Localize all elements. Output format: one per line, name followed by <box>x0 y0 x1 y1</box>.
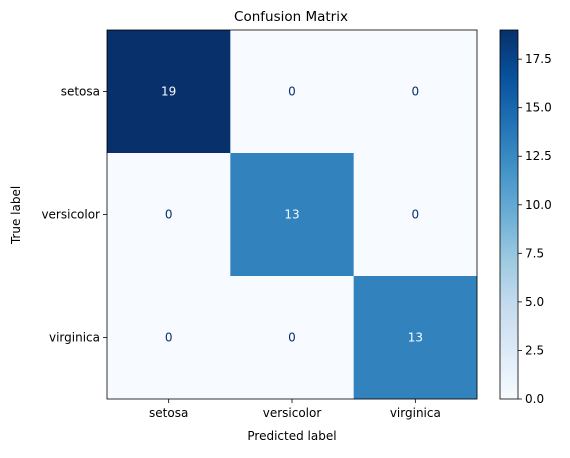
colorbar-tick-label: 7.5 <box>525 246 544 260</box>
y-axis-ticks: setosa versicolor virginica <box>41 85 107 345</box>
cell-value-label: 13 <box>284 208 299 222</box>
colorbar-tick-label: 10.0 <box>525 198 552 212</box>
y-tick-label: virginica <box>49 331 100 345</box>
cell-value-label: 0 <box>412 208 420 222</box>
heatmap-cell <box>107 30 231 154</box>
cell-value-label: 0 <box>412 85 420 99</box>
heatmap-cell <box>353 30 478 154</box>
heatmap-cell <box>230 30 354 154</box>
y-tick-label: versicolor <box>41 208 100 222</box>
heatmap-cell <box>230 276 354 400</box>
cell-value-label: 0 <box>288 85 296 99</box>
heatmap-cells <box>107 30 478 400</box>
colorbar-tick-label: 5.0 <box>525 295 544 309</box>
cell-value-label: 0 <box>165 331 173 345</box>
colorbar-tick-label: 15.0 <box>525 101 552 115</box>
colorbar-tick-label: 2.5 <box>525 343 544 357</box>
colorbar-tick-label: 17.5 <box>525 52 552 66</box>
x-tick-label: versicolor <box>263 406 322 420</box>
cell-value-label: 13 <box>408 331 423 345</box>
cell-value-label: 0 <box>165 208 173 222</box>
heatmap-cell <box>107 153 231 277</box>
cell-value-label: 0 <box>288 331 296 345</box>
heatmap-cell <box>353 276 478 400</box>
y-tick-label: setosa <box>61 85 100 99</box>
heatmap-cell <box>353 153 478 277</box>
x-tick-label: setosa <box>149 406 188 420</box>
colorbar-tick-label: 12.5 <box>525 149 552 163</box>
x-axis-ticks: setosa versicolor virginica <box>149 399 441 420</box>
cell-value-label: 19 <box>161 85 176 99</box>
colorbar-ticks: 0.0 2.5 5.0 7.5 10.0 12.5 15.0 17.5 <box>518 52 552 406</box>
x-tick-label: virginica <box>390 406 441 420</box>
x-axis-label: Predicted label <box>247 429 336 443</box>
colorbar <box>499 29 519 400</box>
chart-title: Confusion Matrix <box>234 9 348 25</box>
cell-value-labels: 19 0 0 0 13 0 0 0 13 <box>161 85 423 345</box>
y-axis-label: True label <box>9 186 23 245</box>
colorbar-tick-label: 0.0 <box>525 392 544 406</box>
heatmap-cell <box>230 153 354 277</box>
heatmap-cell <box>107 276 231 400</box>
